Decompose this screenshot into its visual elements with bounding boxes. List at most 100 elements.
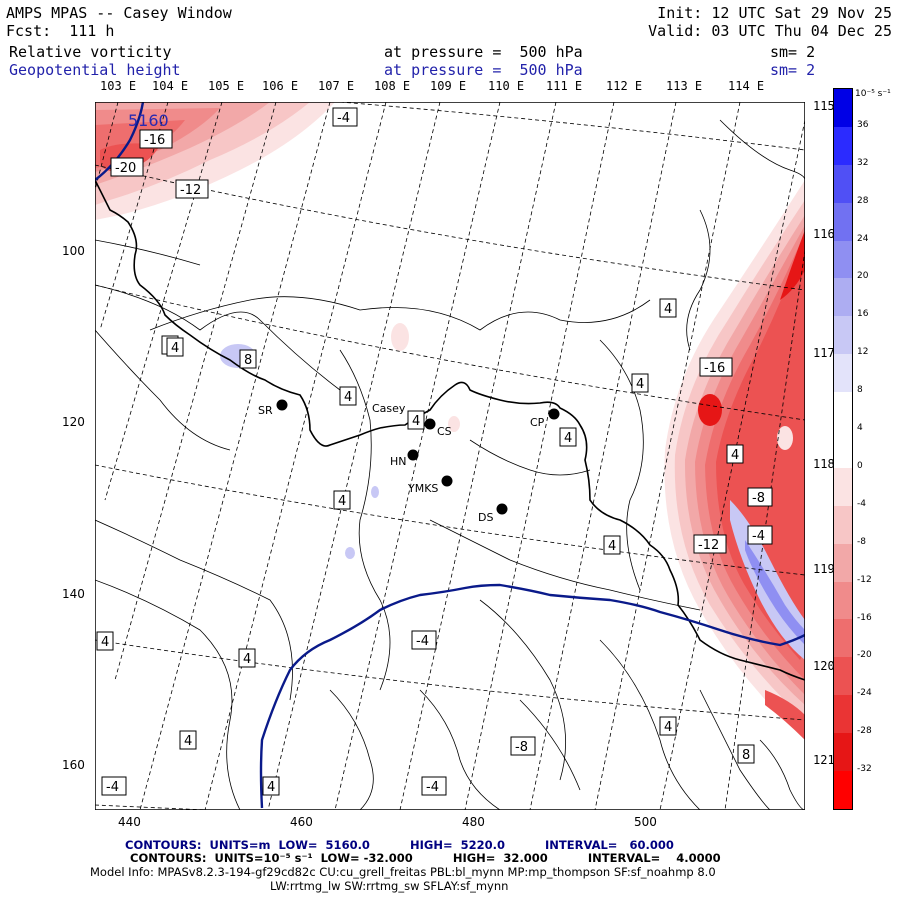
colorbar-swatch xyxy=(834,543,852,582)
colorbar-tick-label: 8 xyxy=(857,385,863,396)
svg-text:-4: -4 xyxy=(106,780,119,795)
map-plot: SR Casey CS HN YMKS DS CP 5160 -16 -20 -12… xyxy=(95,102,805,810)
vorticity-label: 4 xyxy=(559,427,577,447)
y-tick-label: 140 xyxy=(62,587,85,601)
station-label-ymks: YMKS xyxy=(407,482,438,495)
svg-text:4: 4 xyxy=(338,494,346,509)
station-marker-ds[interactable] xyxy=(496,503,508,515)
forecast-hour: Fcst: 111 h xyxy=(6,22,115,40)
vorticity-label: 4 xyxy=(339,386,357,406)
colorbar-swatch xyxy=(834,278,852,317)
coastline xyxy=(95,179,805,681)
vorticity-label: -8 xyxy=(510,736,536,756)
svg-text:-16: -16 xyxy=(144,133,165,148)
valid-time: Valid: 03 UTC Thu 04 Dec 25 xyxy=(648,22,892,40)
init-time: Init: 12 UTC Sat 29 Nov 25 xyxy=(657,4,892,22)
colorbar-swatch xyxy=(834,581,852,620)
svg-text:8: 8 xyxy=(742,748,750,763)
station-marker-cs[interactable] xyxy=(424,418,436,430)
vorticity-label: 4 xyxy=(407,410,425,430)
vorticity-label: 8 xyxy=(737,744,755,764)
svg-text:-4: -4 xyxy=(416,634,429,649)
lon-label: 113 E xyxy=(666,79,703,93)
vorticity-label: 4 xyxy=(726,444,744,464)
vorticity-label: -16 xyxy=(699,357,733,377)
svg-text:-4: -4 xyxy=(337,111,350,126)
svg-text:-4: -4 xyxy=(426,780,439,795)
vorticity-label: -4 xyxy=(411,630,437,650)
lon-label: 104 E xyxy=(152,79,189,93)
vorticity-label: -4 xyxy=(332,107,358,127)
vorticity-label: 4 xyxy=(179,730,197,750)
y-tick-label: 100 xyxy=(62,244,85,258)
colorbar-tick-label: 4 xyxy=(857,423,863,434)
vorticity-label: -12 xyxy=(693,534,727,554)
vorticity-label: -4 xyxy=(421,776,447,796)
colorbar-tick-label: 32 xyxy=(857,157,869,168)
colorbar-swatch xyxy=(834,733,852,772)
field2-name: Geopotential height xyxy=(9,61,181,79)
colorbar-swatch xyxy=(834,126,852,165)
vorticity-label: -16 xyxy=(139,129,173,149)
lon-label: 108 E xyxy=(374,79,411,93)
colorbar-swatch xyxy=(834,695,852,734)
svg-text:4: 4 xyxy=(412,414,420,429)
vorticity-label: -8 xyxy=(747,487,773,507)
colorbar-tick-label: -20 xyxy=(857,650,872,661)
vorticity-contours xyxy=(95,119,805,810)
vorticity-label: 4 xyxy=(262,776,280,796)
lon-label: 112 E xyxy=(606,79,643,93)
vorticity-label: -12 xyxy=(175,179,209,199)
field2-level: at pressure = 500 hPa xyxy=(384,61,583,79)
svg-text:4: 4 xyxy=(101,635,109,650)
colorbar-swatch xyxy=(834,430,852,468)
station-marker-ymks[interactable] xyxy=(441,475,453,487)
colorbar-swatch xyxy=(834,505,852,544)
field1-smooth: sm= 2 xyxy=(770,43,816,61)
station-label-ds: DS xyxy=(478,511,493,524)
station-label-casey: Casey xyxy=(372,402,406,415)
station-marker-hn[interactable] xyxy=(407,449,419,461)
station-label-cs: CS xyxy=(437,425,452,438)
colorbar-swatch xyxy=(834,240,852,279)
height-contour-label: 5160 xyxy=(128,111,169,130)
colorbar-swatch xyxy=(834,771,852,809)
vorticity-label: 4 xyxy=(659,716,677,736)
lon-label: 109 E xyxy=(430,79,467,93)
svg-text:4: 4 xyxy=(171,341,179,356)
footer-height-contours: CONTOURS: UNITS=m LOW= 5160.0 HIGH= 5220… xyxy=(125,838,674,852)
colorbar-swatch xyxy=(834,354,852,393)
svg-text:4: 4 xyxy=(636,377,644,392)
colorbar-swatch xyxy=(834,202,852,241)
colorbar-tick-label: -12 xyxy=(857,574,872,585)
svg-text:-4: -4 xyxy=(752,529,765,544)
footer-vorticity-contours: CONTOURS: UNITS=10⁻⁵ s⁻¹ LOW= -32.000 HI… xyxy=(130,851,721,865)
latlon-grid xyxy=(95,102,805,810)
svg-text:4: 4 xyxy=(664,720,672,735)
svg-text:8: 8 xyxy=(244,353,252,368)
colorbar-swatch xyxy=(834,619,852,658)
lon-label: 107 E xyxy=(318,79,355,93)
y-tick-label: 160 xyxy=(62,758,85,772)
svg-text:4: 4 xyxy=(608,539,616,554)
svg-text:4: 4 xyxy=(184,734,192,749)
svg-text:4: 4 xyxy=(564,431,572,446)
svg-text:4: 4 xyxy=(664,302,672,317)
svg-text:-12: -12 xyxy=(180,183,201,198)
svg-text:-20: -20 xyxy=(115,161,136,176)
svg-text:-8: -8 xyxy=(752,491,765,506)
lon-label: 105 E xyxy=(208,79,245,93)
field2-smooth: sm= 2 xyxy=(770,61,816,79)
station-label-hn: HN xyxy=(390,455,407,468)
lon-label: 114 E xyxy=(728,79,765,93)
colorbar-tick-label: 0 xyxy=(857,460,863,471)
colorbar-tick-label: -8 xyxy=(857,536,866,547)
svg-text:-8: -8 xyxy=(515,740,528,755)
colorbar-tick-label: -32 xyxy=(857,764,872,775)
svg-text:4: 4 xyxy=(267,780,275,795)
vorticity-labels: -16 -20 -12 -4 8 4 4 4 4 4 -16 4 -8 -4 -12 4 4 4 4 4 4 -4 4 4 8 -… xyxy=(96,107,773,796)
svg-text:-16: -16 xyxy=(704,361,725,376)
station-marker-cp[interactable] xyxy=(548,408,560,420)
footer-model-info: Model Info: MPASv8.2.3-194-gf29cd82c CU:… xyxy=(90,865,716,879)
station-marker-sr[interactable] xyxy=(276,399,288,411)
